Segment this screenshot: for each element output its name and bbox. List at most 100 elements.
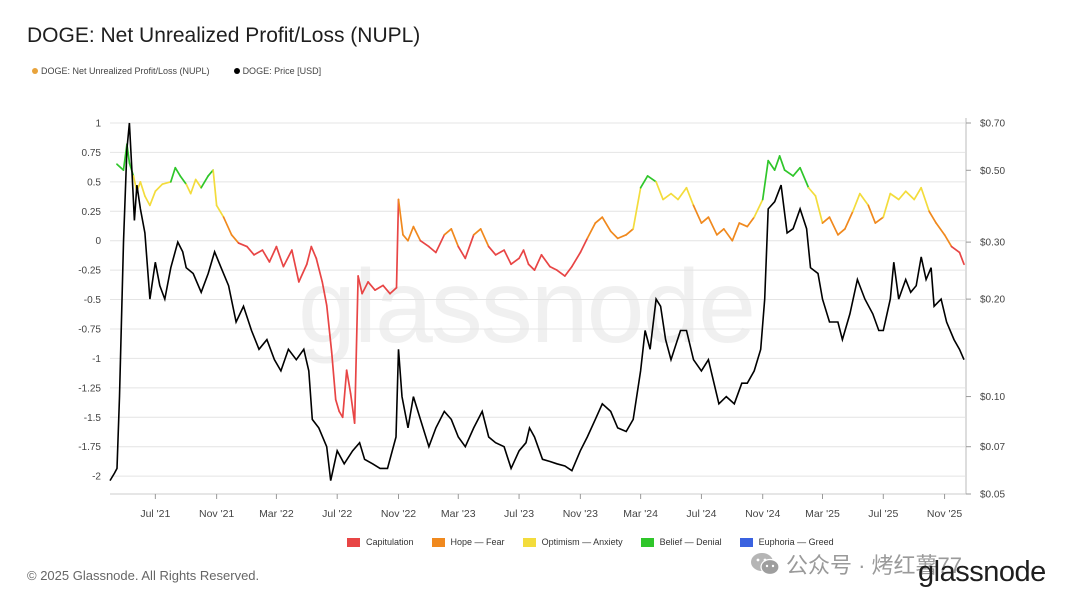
zone-label: Optimism — Anxiety bbox=[541, 537, 623, 547]
nupl-segment bbox=[353, 275, 359, 424]
nupl-segment bbox=[882, 192, 892, 219]
nupl-segment bbox=[310, 245, 318, 260]
nupl-segment bbox=[189, 178, 197, 195]
nupl-segment bbox=[450, 228, 460, 248]
nupl-segment bbox=[533, 253, 543, 271]
nupl-segment bbox=[161, 181, 172, 186]
nupl-segment bbox=[179, 175, 188, 186]
nupl-segment bbox=[185, 183, 192, 195]
nupl-segment bbox=[814, 195, 824, 224]
wechat-watermark: 公众号 · 烤红薯77 bbox=[750, 548, 962, 580]
left-tick-label: -2 bbox=[92, 472, 101, 483]
price-series bbox=[109, 122, 965, 482]
nupl-segment bbox=[564, 265, 573, 277]
nupl-segment bbox=[305, 245, 313, 266]
nupl-segment bbox=[237, 242, 248, 248]
nupl-segment bbox=[479, 228, 490, 248]
x-tick-label: Mar '24 bbox=[623, 508, 658, 520]
nupl-segment bbox=[154, 183, 164, 193]
legend-zone-belief-denial[interactable]: Belief — Denial bbox=[640, 537, 722, 547]
nupl-segment bbox=[540, 253, 551, 268]
x-tick-label: Mar '23 bbox=[441, 508, 476, 520]
nupl-segment bbox=[799, 166, 810, 189]
nupl-segment bbox=[783, 169, 794, 177]
nupl-segment bbox=[222, 216, 233, 236]
nupl-segment bbox=[472, 228, 482, 236]
nupl-segment bbox=[382, 284, 391, 295]
nupl-segment bbox=[556, 269, 566, 277]
left-tick-label: 1 bbox=[95, 119, 101, 130]
nupl-segment bbox=[367, 281, 376, 291]
left-tick-label: 0.75 bbox=[82, 148, 102, 159]
nupl-segment bbox=[518, 249, 525, 260]
left-tick-label: -0.75 bbox=[78, 324, 101, 335]
left-tick-label: -1.75 bbox=[78, 442, 101, 453]
nupl-segment bbox=[297, 263, 308, 283]
nupl-segment bbox=[207, 169, 214, 177]
right-tick-label: $0.07 bbox=[980, 442, 1005, 453]
legend-label-nupl: DOGE: Net Unrealized Profit/Loss (NUPL) bbox=[41, 66, 210, 76]
left-axis: 1 0.75 0.5 0.25 0 -0.25 -0.5 -0.75 -1 -1.25 -1.5 -1… bbox=[78, 119, 101, 483]
x-tick-label: Nov '24 bbox=[745, 508, 780, 520]
left-tick-label: -1.5 bbox=[84, 413, 102, 424]
x-tick-label: Nov '22 bbox=[381, 508, 416, 520]
nupl-segment bbox=[315, 257, 324, 283]
right-tick-label: $0.10 bbox=[980, 392, 1005, 403]
left-tick-label: 0.5 bbox=[87, 177, 101, 188]
nupl-segment bbox=[761, 159, 770, 201]
nupl-segment bbox=[874, 216, 885, 224]
right-axis: $0.70 $0.50 $0.30 $0.20 $0.10 $0.07 $0.05 bbox=[965, 118, 1005, 501]
legend-zone-euphoria-greed[interactable]: Euphoria — Greed bbox=[739, 537, 834, 547]
zone-label: Hope — Fear bbox=[450, 537, 505, 547]
left-tick-label: -1.25 bbox=[78, 383, 101, 394]
legend-zone-optimism-anxiety[interactable]: Optimism — Anxiety bbox=[522, 537, 623, 547]
nupl-segment bbox=[935, 222, 946, 236]
nupl-segment bbox=[700, 216, 710, 224]
nupl-segment bbox=[837, 228, 846, 236]
legend-item-price[interactable]: DOGE: Price [USD] bbox=[233, 66, 321, 76]
nupl-segment bbox=[345, 369, 352, 395]
nupl-segment bbox=[503, 249, 512, 266]
nupl-segment bbox=[435, 233, 446, 254]
nupl-segment bbox=[325, 304, 333, 354]
nupl-segment bbox=[402, 233, 409, 242]
hope-fear-swatch bbox=[431, 537, 445, 547]
belief-denial-swatch bbox=[640, 537, 654, 547]
nupl-segment bbox=[731, 222, 741, 242]
nupl-segment bbox=[246, 245, 255, 256]
nupl-segment bbox=[958, 251, 965, 266]
left-tick-label: -0.5 bbox=[84, 295, 102, 306]
nupl-segment bbox=[685, 186, 695, 207]
legend-zone-hope-fear[interactable]: Hope — Fear bbox=[431, 537, 505, 547]
capitulation-swatch bbox=[347, 537, 360, 547]
nupl-segment bbox=[200, 175, 210, 189]
legend-zone-capitulation[interactable]: Capitulation bbox=[347, 537, 414, 547]
wechat-icon bbox=[751, 553, 780, 576]
nupl-segment bbox=[215, 204, 225, 219]
legend-item-nupl[interactable]: DOGE: Net Unrealized Profit/Loss (NUPL) bbox=[32, 66, 210, 76]
nupl-segment bbox=[253, 249, 264, 256]
nupl-segment bbox=[625, 228, 635, 236]
nupl-segment bbox=[357, 275, 363, 295]
x-tick-label: Nov '23 bbox=[563, 508, 598, 520]
nupl-segment bbox=[859, 192, 870, 207]
nupl-segment bbox=[341, 369, 348, 419]
grid-lines bbox=[110, 122, 965, 477]
top-legend: DOGE: Net Unrealized Profit/Loss (NUPL) … bbox=[32, 66, 321, 76]
nupl-segment bbox=[746, 216, 756, 228]
nupl-segment bbox=[670, 192, 679, 201]
x-axis: Jul '21 Nov '21 Mar '22 Jul '22 Nov '22 Mar '… bbox=[110, 493, 966, 520]
nupl-segment bbox=[268, 245, 278, 263]
nupl-segment bbox=[389, 286, 398, 295]
nupl-segment bbox=[510, 257, 520, 266]
nupl-segment bbox=[716, 228, 725, 236]
nupl-segment bbox=[920, 186, 930, 213]
x-tick-label: Jul '22 bbox=[322, 508, 352, 520]
nupl-segment bbox=[594, 216, 604, 224]
nupl-segment bbox=[457, 245, 467, 260]
nupl-segment bbox=[571, 251, 582, 268]
nupl-segment bbox=[464, 233, 475, 260]
chart-title: DOGE: Net Unrealized Profit/Loss (NUPL) bbox=[27, 24, 421, 47]
nupl-segment bbox=[913, 186, 923, 201]
